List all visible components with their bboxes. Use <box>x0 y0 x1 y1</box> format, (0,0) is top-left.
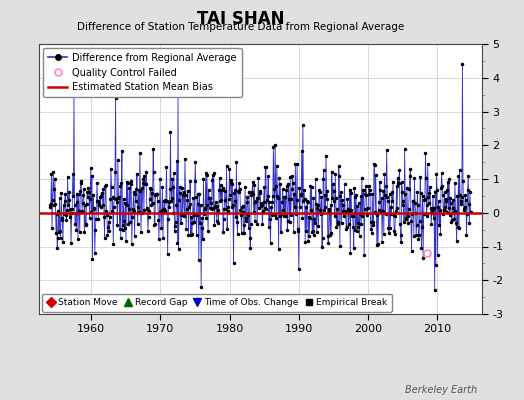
Text: Berkeley Earth: Berkeley Earth <box>405 385 477 395</box>
Text: TAI SHAN: TAI SHAN <box>198 10 285 28</box>
Y-axis label: Monthly Temperature Anomaly Difference (°C): Monthly Temperature Anomaly Difference (… <box>523 66 524 292</box>
Legend: Station Move, Record Gap, Time of Obs. Change, Empirical Break: Station Move, Record Gap, Time of Obs. C… <box>42 294 392 312</box>
Text: Difference of Station Temperature Data from Regional Average: Difference of Station Temperature Data f… <box>78 22 405 32</box>
